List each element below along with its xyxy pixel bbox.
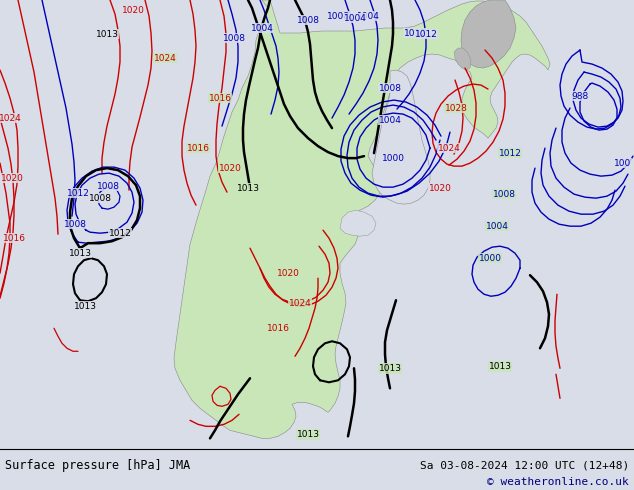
Text: 1020: 1020 bbox=[429, 184, 451, 193]
Polygon shape bbox=[461, 0, 516, 68]
Text: 1008: 1008 bbox=[493, 190, 515, 198]
Text: 1008: 1008 bbox=[297, 16, 320, 24]
Text: 1016: 1016 bbox=[186, 144, 209, 152]
Text: 1024: 1024 bbox=[0, 114, 22, 122]
Polygon shape bbox=[174, 0, 550, 439]
Text: 1024: 1024 bbox=[437, 144, 460, 152]
Text: 1013: 1013 bbox=[96, 29, 119, 39]
Text: 1020: 1020 bbox=[122, 5, 145, 15]
Text: 1008: 1008 bbox=[327, 11, 349, 21]
Text: 1016: 1016 bbox=[266, 324, 290, 333]
Text: 1024: 1024 bbox=[153, 53, 176, 63]
Text: 1024: 1024 bbox=[288, 299, 311, 308]
Text: 1028: 1028 bbox=[444, 103, 467, 113]
Text: 1013: 1013 bbox=[297, 430, 320, 439]
Text: 1008: 1008 bbox=[378, 84, 401, 93]
Polygon shape bbox=[372, 70, 430, 204]
Text: 1016: 1016 bbox=[3, 234, 25, 243]
Text: 1004: 1004 bbox=[344, 14, 366, 23]
Text: 1012: 1012 bbox=[404, 28, 427, 38]
Text: 1013: 1013 bbox=[489, 362, 512, 371]
Polygon shape bbox=[340, 210, 376, 236]
Text: Surface pressure [hPa] JMA: Surface pressure [hPa] JMA bbox=[5, 459, 190, 472]
Text: 1004: 1004 bbox=[486, 221, 508, 231]
Text: Sa 03-08-2024 12:00 UTC (12+48): Sa 03-08-2024 12:00 UTC (12+48) bbox=[420, 460, 629, 470]
Text: 1004: 1004 bbox=[356, 11, 379, 21]
Text: 1020: 1020 bbox=[276, 269, 299, 278]
Text: 1012: 1012 bbox=[415, 29, 437, 39]
Text: 1020: 1020 bbox=[219, 164, 242, 172]
Text: 1004: 1004 bbox=[250, 24, 273, 32]
Text: 1008: 1008 bbox=[63, 220, 86, 229]
Polygon shape bbox=[454, 48, 471, 70]
Text: 1013: 1013 bbox=[74, 302, 96, 311]
Text: 988: 988 bbox=[571, 92, 588, 100]
Text: 1012: 1012 bbox=[67, 189, 89, 197]
Text: 1004: 1004 bbox=[378, 116, 401, 124]
Text: 1013: 1013 bbox=[68, 249, 91, 258]
Text: 1012: 1012 bbox=[498, 148, 521, 158]
Text: 1013: 1013 bbox=[378, 364, 401, 373]
Text: 1016: 1016 bbox=[209, 94, 231, 102]
Text: 1013: 1013 bbox=[236, 184, 259, 193]
Text: 100: 100 bbox=[614, 159, 631, 168]
Text: 1008: 1008 bbox=[223, 33, 245, 43]
Text: 1020: 1020 bbox=[1, 173, 23, 183]
Text: 1012: 1012 bbox=[108, 229, 131, 238]
Text: © weatheronline.co.uk: © weatheronline.co.uk bbox=[488, 477, 629, 487]
Text: 1008: 1008 bbox=[96, 182, 119, 191]
Text: 1000: 1000 bbox=[382, 154, 404, 163]
Text: 1008: 1008 bbox=[89, 194, 112, 203]
Text: 1000: 1000 bbox=[479, 254, 501, 263]
